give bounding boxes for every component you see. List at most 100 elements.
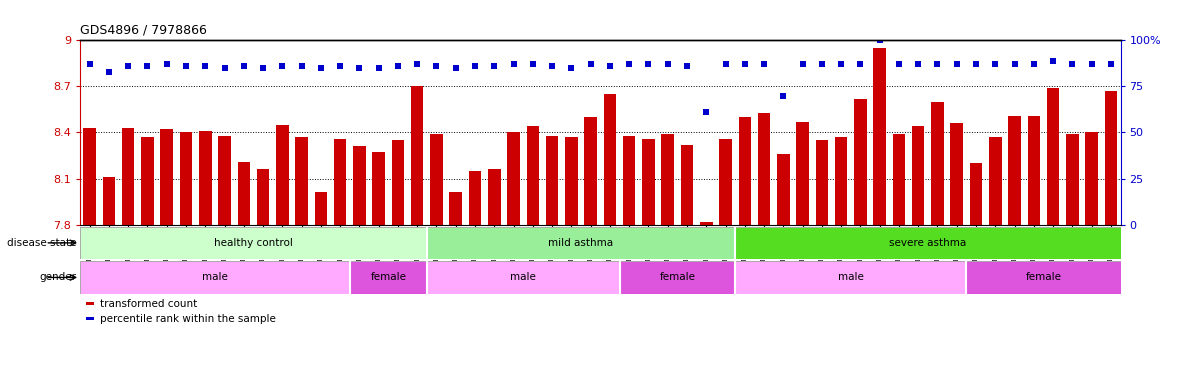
Bar (989, 137, 1002, 225)
Text: percentile rank within the sample: percentile rank within the sample (100, 313, 275, 324)
Point (581, 61, 600, 67)
Point (292, 63, 311, 69)
Bar (1028, 116, 1040, 225)
Point (812, 61, 831, 67)
Point (966, 61, 985, 67)
Bar (758, 113, 770, 225)
Point (119, 63, 138, 69)
Bar (1104, 91, 1117, 225)
Point (851, 61, 870, 67)
Point (312, 65, 331, 71)
Bar (411, 86, 424, 225)
Point (446, 65, 465, 71)
Bar (431, 134, 443, 225)
Point (158, 61, 177, 67)
Point (1102, 61, 1121, 67)
Bar (834, 137, 847, 225)
Point (716, 61, 734, 67)
Bar (507, 132, 520, 225)
Bar (623, 136, 636, 225)
Text: disease state: disease state (7, 238, 77, 248)
Point (870, 37, 889, 43)
Point (909, 61, 927, 67)
Bar (427, 261, 619, 294)
Text: transformed count: transformed count (100, 299, 198, 309)
Bar (526, 126, 539, 225)
Bar (257, 169, 270, 225)
Bar (199, 131, 212, 225)
Text: female: female (371, 272, 406, 283)
Bar (314, 192, 327, 225)
Bar (643, 139, 654, 225)
Point (350, 65, 368, 71)
Point (195, 63, 214, 69)
Text: GDS4896 / 7978866: GDS4896 / 7978866 (80, 23, 207, 36)
Point (273, 63, 292, 69)
Bar (180, 132, 192, 225)
Bar (680, 145, 693, 225)
Point (793, 61, 812, 67)
Point (370, 65, 388, 71)
Bar (604, 94, 617, 225)
Point (697, 109, 716, 115)
Text: male: male (511, 272, 537, 283)
Bar (84, 128, 97, 225)
Bar (295, 137, 308, 225)
Point (754, 61, 773, 67)
Bar (238, 162, 250, 225)
Bar (892, 134, 905, 225)
Bar (931, 102, 944, 225)
Bar (816, 140, 829, 225)
Text: female: female (1025, 272, 1062, 283)
Point (678, 63, 697, 69)
Point (543, 63, 561, 69)
Bar (488, 169, 500, 225)
Bar (102, 177, 115, 225)
Bar (736, 261, 966, 294)
Point (986, 61, 1005, 67)
Point (774, 93, 793, 99)
Bar (1066, 134, 1078, 225)
Point (234, 63, 253, 69)
Text: gender: gender (40, 272, 77, 283)
Bar (277, 125, 288, 225)
Point (80, 61, 99, 67)
Point (561, 65, 580, 71)
Bar (738, 117, 751, 225)
Point (1024, 61, 1043, 67)
Point (427, 63, 446, 69)
Point (388, 63, 407, 69)
Bar (218, 136, 231, 225)
Bar (966, 261, 1121, 294)
Text: female: female (659, 272, 696, 283)
Bar (353, 146, 366, 225)
Point (466, 63, 485, 69)
Bar (1046, 88, 1059, 225)
Bar (777, 154, 790, 225)
Point (658, 61, 677, 67)
Point (736, 61, 754, 67)
Text: mild asthma: mild asthma (548, 238, 613, 248)
Point (254, 65, 273, 71)
Bar (80, 227, 427, 259)
Text: male: male (202, 272, 228, 283)
Bar (141, 137, 154, 225)
Bar (584, 117, 597, 225)
Point (1082, 61, 1100, 67)
Point (407, 61, 426, 67)
Bar (970, 163, 983, 225)
Text: severe asthma: severe asthma (889, 238, 966, 248)
Bar (1009, 116, 1020, 225)
Point (947, 61, 966, 67)
Point (215, 65, 234, 71)
Point (1005, 61, 1024, 67)
Point (485, 63, 504, 69)
Point (600, 63, 619, 69)
Bar (797, 122, 809, 225)
Bar (372, 152, 385, 225)
Bar (546, 136, 558, 225)
Bar (951, 123, 963, 225)
Bar (855, 99, 866, 225)
Point (620, 61, 639, 67)
Bar (160, 129, 173, 225)
